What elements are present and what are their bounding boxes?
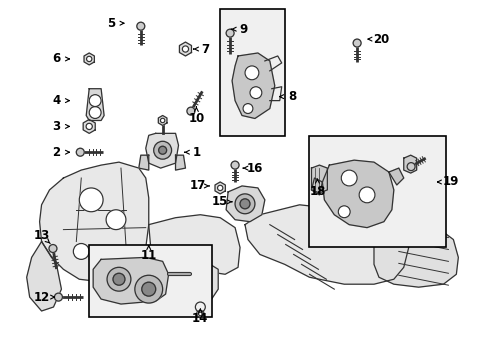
Circle shape bbox=[244, 66, 258, 80]
Circle shape bbox=[76, 148, 84, 156]
Bar bbox=[89, 246, 212, 317]
Text: 17: 17 bbox=[189, 179, 205, 193]
Text: 3: 3 bbox=[52, 120, 61, 133]
Polygon shape bbox=[40, 162, 148, 281]
Polygon shape bbox=[93, 257, 168, 304]
Circle shape bbox=[49, 244, 57, 252]
Circle shape bbox=[231, 161, 239, 169]
Text: 1: 1 bbox=[192, 146, 200, 159]
Polygon shape bbox=[175, 155, 185, 170]
Circle shape bbox=[86, 56, 92, 62]
Circle shape bbox=[135, 275, 163, 303]
Circle shape bbox=[352, 39, 360, 47]
Circle shape bbox=[338, 206, 349, 218]
Text: 7: 7 bbox=[201, 42, 209, 55]
Polygon shape bbox=[145, 133, 178, 168]
Circle shape bbox=[113, 273, 124, 285]
Polygon shape bbox=[148, 215, 240, 274]
Circle shape bbox=[249, 87, 262, 99]
Text: 14: 14 bbox=[192, 312, 208, 325]
Circle shape bbox=[341, 170, 356, 186]
Text: 15: 15 bbox=[212, 195, 228, 208]
Text: 11: 11 bbox=[141, 249, 157, 262]
Polygon shape bbox=[244, 205, 408, 284]
Circle shape bbox=[142, 282, 155, 296]
Bar bbox=[309, 136, 446, 247]
Circle shape bbox=[89, 107, 101, 118]
Circle shape bbox=[243, 104, 252, 113]
Circle shape bbox=[225, 29, 234, 37]
Text: 6: 6 bbox=[52, 53, 61, 66]
Text: 8: 8 bbox=[288, 90, 296, 103]
Polygon shape bbox=[322, 160, 393, 228]
Circle shape bbox=[73, 243, 89, 260]
Circle shape bbox=[54, 293, 62, 301]
Polygon shape bbox=[178, 261, 218, 304]
Text: 5: 5 bbox=[107, 17, 115, 30]
Circle shape bbox=[407, 163, 414, 171]
Text: 12: 12 bbox=[33, 291, 50, 303]
Text: 20: 20 bbox=[372, 33, 388, 46]
Polygon shape bbox=[403, 155, 416, 173]
Circle shape bbox=[235, 194, 254, 214]
Polygon shape bbox=[311, 165, 326, 193]
Polygon shape bbox=[27, 242, 61, 311]
Text: 18: 18 bbox=[308, 185, 325, 198]
Text: 19: 19 bbox=[441, 175, 458, 189]
Text: 13: 13 bbox=[33, 229, 50, 242]
Circle shape bbox=[158, 146, 166, 154]
Bar bbox=[220, 9, 284, 136]
Polygon shape bbox=[179, 42, 191, 56]
Text: 10: 10 bbox=[188, 112, 204, 125]
Polygon shape bbox=[197, 310, 203, 318]
Text: 9: 9 bbox=[239, 23, 246, 36]
Polygon shape bbox=[139, 155, 148, 170]
Polygon shape bbox=[83, 120, 95, 133]
Circle shape bbox=[107, 267, 131, 291]
Polygon shape bbox=[232, 53, 274, 118]
Circle shape bbox=[153, 141, 171, 159]
Text: 4: 4 bbox=[52, 94, 61, 107]
Polygon shape bbox=[158, 116, 166, 125]
Circle shape bbox=[106, 210, 126, 230]
Polygon shape bbox=[84, 53, 94, 65]
Circle shape bbox=[86, 123, 92, 130]
Circle shape bbox=[217, 185, 223, 190]
Text: 16: 16 bbox=[246, 162, 263, 175]
Polygon shape bbox=[311, 178, 322, 195]
Circle shape bbox=[195, 302, 205, 312]
Circle shape bbox=[198, 312, 202, 316]
Polygon shape bbox=[225, 186, 264, 222]
Text: 2: 2 bbox=[52, 146, 61, 159]
Circle shape bbox=[89, 95, 101, 107]
Circle shape bbox=[160, 118, 164, 123]
Circle shape bbox=[192, 276, 208, 292]
Circle shape bbox=[137, 22, 144, 30]
Circle shape bbox=[186, 107, 195, 115]
Polygon shape bbox=[215, 182, 225, 194]
Polygon shape bbox=[86, 89, 104, 121]
Circle shape bbox=[358, 187, 374, 203]
Circle shape bbox=[240, 199, 249, 209]
Polygon shape bbox=[373, 218, 457, 287]
Polygon shape bbox=[388, 168, 403, 185]
Circle shape bbox=[79, 188, 103, 212]
Circle shape bbox=[182, 46, 188, 52]
